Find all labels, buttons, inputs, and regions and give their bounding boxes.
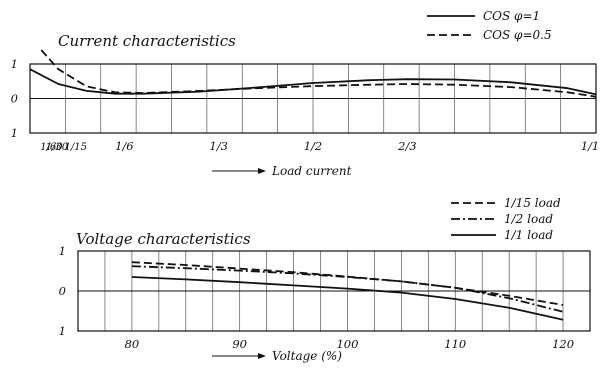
x-tick-label: 90 <box>232 337 247 351</box>
x-tick-label: 110 <box>444 337 466 351</box>
x-axis-label-current: Load current <box>212 164 352 178</box>
legend-label: 1/15 load <box>504 196 561 210</box>
x-axis-arrow-head <box>258 168 266 174</box>
y-tick-label: 1 <box>11 57 18 71</box>
y-tick-label: 1 <box>59 324 66 338</box>
current-characteristics-chart: Current characteristics COS φ=1 COS φ=0.5… <box>11 9 600 178</box>
y-tick-label: 1 <box>11 126 18 140</box>
legend-current: COS φ=1 COS φ=0.5 <box>427 9 552 42</box>
legend-label: COS φ=0.5 <box>483 28 552 42</box>
grid-current <box>30 64 596 133</box>
y-tick-labels-voltage: 1 0 1 <box>59 244 66 338</box>
x-axis-label-voltage: Voltage (%) <box>212 349 342 363</box>
grid-voltage <box>78 251 590 331</box>
y-tick-label: 0 <box>59 284 66 298</box>
x-axis-label: Load current <box>271 164 352 178</box>
series-current <box>29 49 597 98</box>
x-tick-label: 2/3 <box>397 139 417 153</box>
y-tick-label: 0 <box>11 92 18 106</box>
x-tick-label: 1/60 <box>40 142 63 153</box>
series-line <box>131 261 564 306</box>
series-line <box>29 68 597 96</box>
series-line <box>131 276 564 321</box>
y-tick-label: 1 <box>59 244 66 258</box>
x-tick-labels-current: 1/601/301/15 1/6 1/3 1/2 2/3 1/1 <box>40 139 599 153</box>
x-tick-label: 1/30 <box>46 142 69 153</box>
x-axis-arrow-head <box>258 353 266 359</box>
plot-frame-current <box>29 63 597 134</box>
series-line <box>40 49 597 98</box>
x-tick-label: 1/6 <box>115 139 134 153</box>
x-tick-label: 1/15 <box>65 142 87 153</box>
series-voltage <box>131 261 564 321</box>
chart-title-current: Current characteristics <box>58 32 236 50</box>
x-tick-label: 1/1 <box>581 139 600 153</box>
x-tick-label: 100 <box>336 337 358 351</box>
legend-voltage: 1/15 load 1/2 load 1/1 load <box>451 196 561 242</box>
chart-title-voltage: Voltage characteristics <box>76 230 251 248</box>
x-tick-label: 120 <box>552 337 574 351</box>
y-tick-labels-current: 1 0 1 <box>11 57 18 140</box>
x-tick-label: 1/3 <box>209 139 228 153</box>
x-tick-labels-voltage: 80 90 100 110 120 <box>125 337 574 351</box>
x-tick-label: 1/2 <box>304 139 323 153</box>
voltage-characteristics-chart: Voltage characteristics 1/15 load 1/2 loa… <box>59 196 591 363</box>
legend-label: 1/2 load <box>504 212 553 226</box>
legend-label: 1/1 load <box>504 228 553 242</box>
x-axis-label: Voltage (%) <box>272 349 342 363</box>
series-line <box>131 265 564 313</box>
plot-frame-voltage <box>77 250 591 332</box>
legend-label: COS φ=1 <box>483 9 540 23</box>
x-tick-label: 80 <box>125 337 140 351</box>
